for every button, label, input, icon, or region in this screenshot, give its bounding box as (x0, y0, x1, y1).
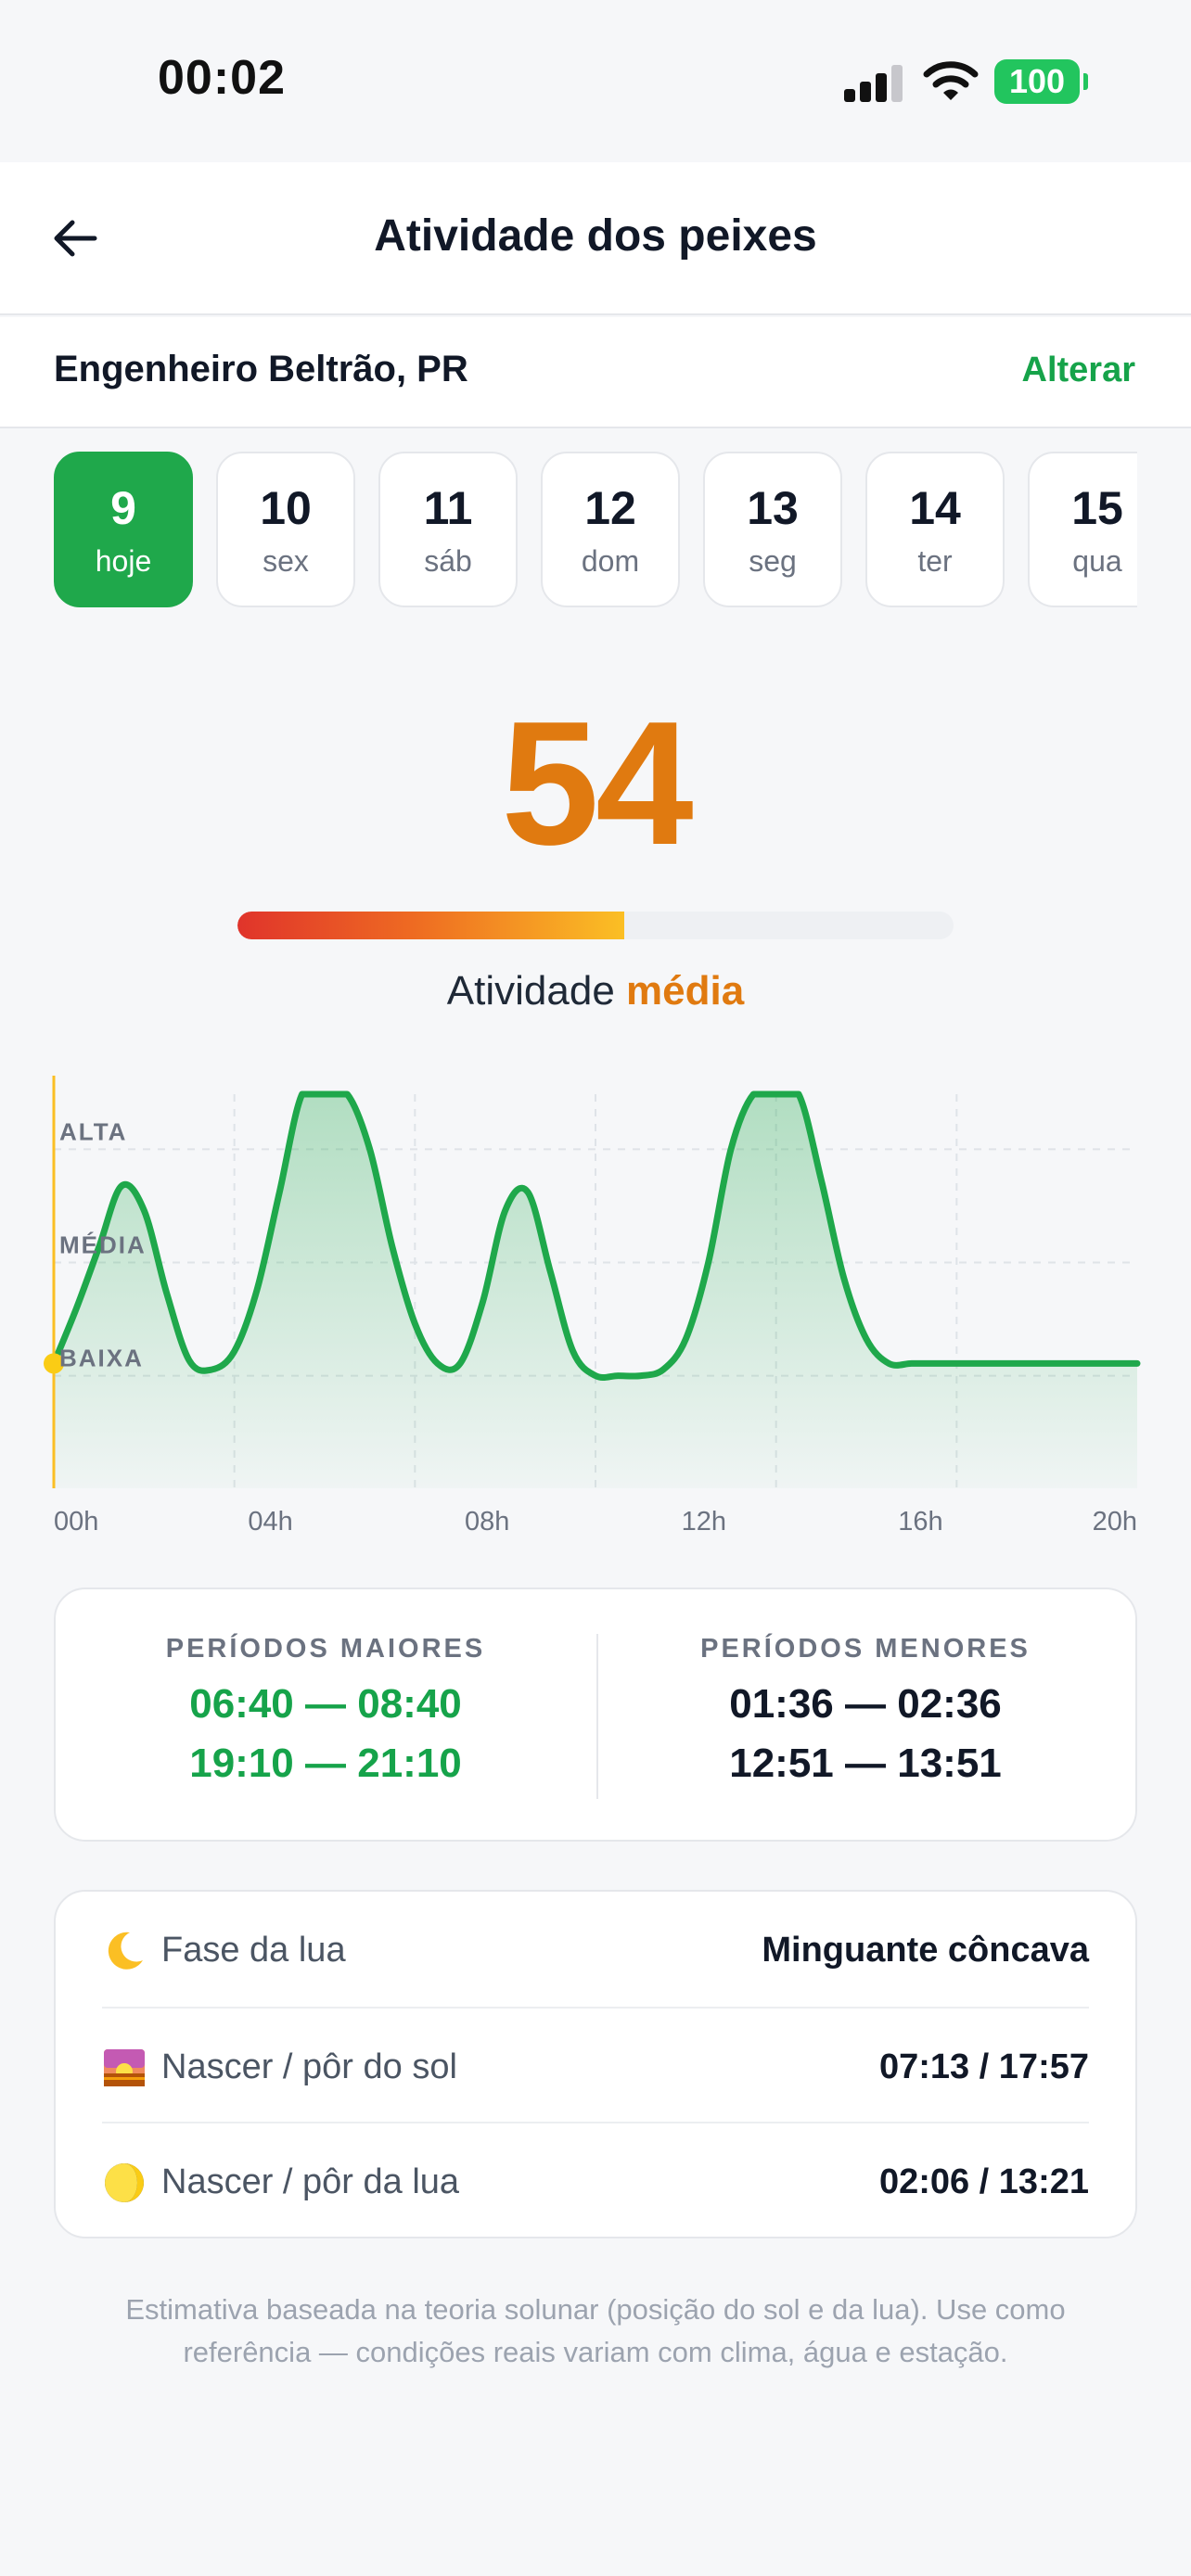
day-weekday: seg (749, 544, 797, 578)
day-chip-13[interactable]: 13 seg (703, 452, 842, 607)
back-arrow-icon[interactable] (48, 209, 108, 268)
day-selector: 9 hoje 10 sex 11 sáb 12 dom 13 seg 14 te… (54, 452, 1137, 609)
moon-phase-label: Fase da lua (161, 1931, 346, 1970)
astro-info-card: Fase da lua Minguante côncava Nascer / p… (54, 1890, 1137, 2238)
day-chip-15[interactable]: 15 qua (1028, 452, 1137, 607)
chart-level-label: ALTA (59, 1117, 127, 1145)
day-number: 10 (260, 482, 312, 534)
wifi-icon (923, 61, 979, 100)
app-header: Atividade dos peixes (0, 162, 1191, 315)
activity-chart: ALTA MÉDIA BAIXA 00h 04h 08h 12h 16h 20h (44, 1076, 1141, 1537)
major-period-2: 19:10 — 21:10 (189, 1741, 462, 1786)
location-name: Engenheiro Beltrão, PR (54, 349, 468, 389)
crescent-moon-icon (108, 1932, 143, 1970)
activity-meter (237, 912, 954, 939)
major-periods: PERÍODOS MAIORES 06:40 — 08:40 19:10 — 2… (56, 1589, 596, 1840)
day-number: 11 (423, 482, 473, 534)
day-chip-11[interactable]: 11 sáb (378, 452, 518, 607)
day-weekday: dom (581, 544, 640, 578)
activity-line (50, 1090, 1141, 1382)
periods-card: PERÍODOS MAIORES 06:40 — 08:40 19:10 — 2… (54, 1588, 1137, 1842)
day-number: 12 (584, 482, 636, 534)
minor-periods: PERÍODOS MENORES 01:36 — 02:36 12:51 — 1… (596, 1589, 1135, 1840)
minor-periods-title: PERÍODOS MENORES (700, 1634, 1031, 1664)
moon-times-row: Nascer / pôr da lua 02:06 / 13:21 (102, 2122, 1089, 2237)
day-weekday: hoje (95, 544, 152, 578)
cellular-signal-icon (844, 65, 903, 102)
sunrise-icon (104, 2049, 145, 2086)
chart-level-label: MÉDIA (59, 1231, 147, 1259)
activity-meter-fill (237, 912, 624, 939)
day-number: 15 (1071, 482, 1123, 534)
moon-times-label: Nascer / pôr da lua (161, 2162, 460, 2201)
moon-times-value: 02:06 / 13:21 (878, 2162, 1089, 2201)
major-period-1: 06:40 — 08:40 (189, 1681, 462, 1727)
disclaimer-text: Estimativa baseada na teoria solunar (po… (125, 2293, 1066, 2368)
chart-x-tick-label: 16h (898, 1507, 942, 1537)
day-chip-14[interactable]: 14 ter (865, 452, 1005, 607)
activity-prefix: Atividade (446, 968, 615, 1014)
chart-x-tick-label: 00h (54, 1507, 98, 1537)
day-number: 14 (909, 482, 961, 534)
change-location-button[interactable]: Alterar (1021, 351, 1136, 389)
status-time: 00:02 (158, 51, 286, 105)
chart-level-label: BAIXA (59, 1345, 144, 1372)
divider (596, 1634, 598, 1799)
minor-period-1: 01:36 — 02:36 (729, 1681, 1002, 1727)
activity-level-label: Atividade média (0, 968, 1191, 1014)
chart-x-tick-label: 04h (248, 1507, 292, 1537)
battery-level: 100 (1008, 62, 1066, 100)
day-weekday: sex (263, 544, 309, 578)
activity-area (54, 1094, 1137, 1488)
page-title: Atividade dos peixes (374, 211, 817, 261)
sun-times-label: Nascer / pôr do sol (161, 2047, 457, 2086)
day-chip-12[interactable]: 12 dom (541, 452, 680, 607)
chart-x-tick-label: 20h (1093, 1507, 1137, 1537)
day-chip-10[interactable]: 10 sex (216, 452, 355, 607)
sun-times-row: Nascer / pôr do sol 07:13 / 17:57 (102, 2007, 1089, 2122)
activity-score: 54 (501, 685, 693, 882)
moon-phase-icon (105, 2163, 144, 2202)
day-weekday: qua (1072, 544, 1122, 578)
battery-icon: 100 (994, 59, 1088, 104)
minor-period-2: 12:51 — 13:51 (729, 1741, 1002, 1786)
day-number: 9 (110, 482, 136, 534)
status-bar: 00:02 100 (0, 0, 1191, 162)
day-weekday: ter (917, 544, 953, 578)
chart-x-tick-label: 12h (682, 1507, 726, 1537)
activity-level: média (626, 968, 745, 1014)
day-number: 13 (747, 482, 799, 534)
current-time-dot (44, 1353, 64, 1374)
location-bar: Engenheiro Beltrão, PR Alterar (0, 317, 1191, 428)
day-chip-9[interactable]: 9 hoje (54, 452, 193, 607)
moon-phase-value: Minguante côncava (762, 1931, 1089, 1970)
day-weekday: sáb (424, 544, 472, 578)
sun-times-value: 07:13 / 17:57 (878, 2047, 1089, 2086)
chart-x-tick-label: 08h (465, 1507, 509, 1537)
major-periods-title: PERÍODOS MAIORES (165, 1634, 486, 1664)
moon-phase-row: Fase da lua Minguante côncava (102, 1892, 1089, 2007)
